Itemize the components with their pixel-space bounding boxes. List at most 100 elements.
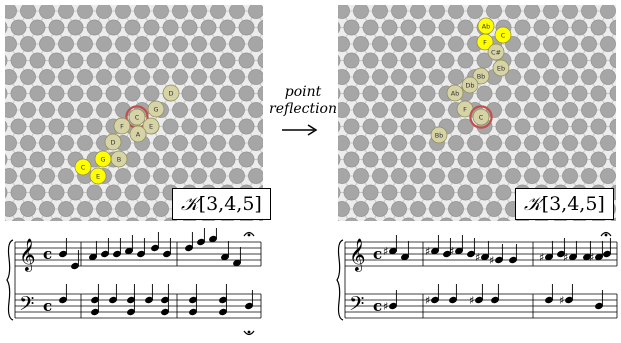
lattice-node (571, 151, 588, 168)
lattice-node (210, 36, 226, 52)
lattice-node (383, 217, 396, 221)
lattice-node (362, 19, 379, 36)
lattice-node (200, 52, 217, 69)
lattice-node (345, 217, 358, 221)
lattice-node (58, 135, 74, 151)
lattice-node (124, 85, 141, 102)
lattice-node (107, 217, 120, 221)
lattice-node (77, 201, 93, 217)
sharp-icon: ♯ (383, 245, 388, 258)
lattice-node (172, 69, 188, 85)
path-node-label: Bb (435, 131, 444, 139)
lattice-node (571, 118, 588, 135)
lattice-node (191, 5, 207, 19)
lattice-node (10, 184, 27, 201)
lattice-node (191, 69, 207, 85)
lattice-node (600, 5, 616, 19)
lattice-node (410, 36, 426, 52)
lattice-node (219, 118, 236, 135)
lattice-node (181, 118, 198, 135)
lattice-node (86, 184, 103, 201)
lattice-node (162, 19, 179, 36)
lattice-node (495, 118, 512, 135)
lattice-node (552, 151, 569, 168)
lattice-node (10, 85, 27, 102)
lattice-node (552, 85, 569, 102)
lattice-node (372, 168, 388, 184)
lattice-node (448, 5, 464, 19)
path-node (472, 108, 490, 126)
lattice-node (609, 151, 616, 168)
lattice-node (440, 217, 453, 221)
lattice-node (609, 118, 616, 135)
lattice-node (172, 135, 188, 151)
lattice-node (210, 69, 226, 85)
formula-prefix: 𝒦 (181, 193, 199, 215)
lattice-node (486, 135, 502, 151)
lattice-node (533, 85, 550, 102)
lattice-node (96, 69, 112, 85)
lattice-node (48, 19, 65, 36)
lattice-node (609, 85, 616, 102)
lattice-node (181, 151, 198, 168)
lattice-node (96, 201, 112, 217)
lattice-node (419, 85, 436, 102)
lattice-node (421, 217, 434, 221)
lattice-node (338, 219, 339, 221)
lattice-node (353, 102, 369, 118)
lattice-node (600, 168, 616, 184)
lattice-node (552, 19, 569, 36)
lattice-node (10, 151, 27, 168)
lattice-node (200, 151, 217, 168)
lattice-node (86, 85, 103, 102)
lattice-node (429, 102, 445, 118)
lattice-node (134, 201, 150, 217)
lattice-node (562, 135, 578, 151)
lattice-node (581, 102, 597, 118)
lattice-node (338, 153, 341, 166)
lattice-node (338, 168, 350, 184)
lattice-node (581, 69, 597, 85)
lattice-node (400, 151, 417, 168)
lattice-node (172, 168, 188, 184)
lattice-node (486, 5, 502, 19)
lattice-node (67, 52, 84, 69)
lattice-node (238, 52, 255, 69)
lattice-node (514, 151, 531, 168)
path-node-label: D (168, 89, 173, 97)
lattice-node (50, 217, 63, 221)
lattice-node (372, 102, 388, 118)
lattice-node (362, 52, 379, 69)
lattice-node (191, 168, 207, 184)
path-node-label: E (149, 122, 153, 130)
sharp-icon: ♯ (589, 251, 594, 264)
lattice-node (338, 120, 341, 133)
lattice-node (391, 135, 407, 151)
lattice-node (381, 85, 398, 102)
lattice-node (476, 85, 493, 102)
lattice-node (543, 5, 559, 19)
path-node (129, 125, 147, 143)
sharp-icon: ♯ (563, 251, 568, 264)
path-node-label: G (100, 155, 105, 163)
lattice-node (5, 219, 6, 221)
lattice-node (153, 135, 169, 151)
lattice-node (124, 52, 141, 69)
lattice-node (67, 118, 84, 135)
lattice-node (134, 69, 150, 85)
lattice-node (105, 19, 122, 36)
lattice-node (238, 118, 255, 135)
lattice-node (600, 69, 616, 85)
lattice-node (124, 19, 141, 36)
sharp-icon: ♯ (449, 245, 454, 258)
lattice-node (229, 135, 245, 151)
lattice-node (410, 135, 426, 151)
lattice-node (338, 5, 350, 19)
lattice-node (20, 69, 36, 85)
lattice-node (338, 21, 341, 34)
lattice-node (429, 201, 445, 217)
lattice-node (590, 19, 607, 36)
